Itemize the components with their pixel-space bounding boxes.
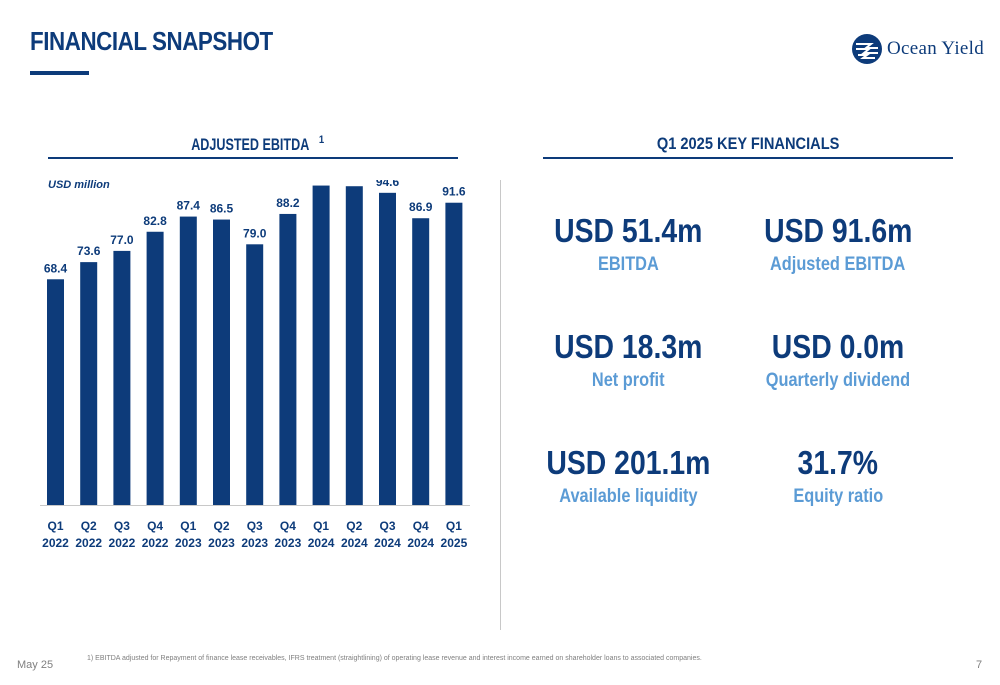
x-tick-label: Q2	[346, 519, 362, 533]
company-logo: Ocean Yield	[851, 33, 984, 65]
chart-section-rule	[48, 157, 458, 159]
kpi-label: Available liquidity	[558, 486, 698, 507]
bar	[146, 231, 164, 505]
kpi-value: USD 91.6m	[763, 212, 913, 249]
kpi-label: Net profit	[591, 370, 665, 391]
data-label: 73.6	[77, 244, 101, 258]
bar	[312, 185, 330, 505]
x-tick-label: Q4	[147, 519, 163, 533]
x-tick-label: 2022	[42, 536, 69, 550]
x-tick-label: 2023	[275, 536, 302, 550]
kpi-label: Quarterly dividend	[765, 370, 911, 391]
bar	[47, 279, 64, 505]
kpi-adjusted-ebitda: USD 91.6m Adjusted EBITDA	[718, 212, 958, 276]
data-label: 96.6	[343, 180, 367, 182]
bar	[246, 244, 264, 506]
data-label: 91.6	[442, 185, 466, 199]
chart-unit-label: USD million	[48, 179, 110, 191]
kpi-value: 31.7%	[797, 444, 879, 481]
kpi-label: EBITDA	[597, 254, 659, 275]
x-tick-label: 2024	[308, 536, 335, 550]
kpi-quarterly-dividend: USD 0.0m Quarterly dividend	[718, 328, 958, 392]
x-tick-label: Q3	[114, 519, 130, 533]
x-tick-label: 2024	[341, 536, 368, 550]
footnote: 1) EBITDA adjusted for Repayment of fina…	[87, 655, 702, 662]
page-number: 7	[976, 659, 983, 671]
bar	[412, 218, 430, 506]
kpi-equity-ratio: 31.7% Equity ratio	[718, 444, 958, 508]
data-label: 82.8	[143, 214, 167, 228]
x-tick-label: Q2	[81, 519, 97, 533]
x-tick-label: 2023	[175, 536, 202, 550]
footnote-marker: 1	[319, 134, 325, 146]
x-tick-label: Q2	[213, 519, 229, 533]
data-label: 77.0	[110, 233, 134, 247]
kpi-section-rule	[543, 157, 953, 159]
kpi-available-liquidity: USD 201.1m Available liquidity	[508, 444, 748, 508]
kpi-value: USD 201.1m	[545, 444, 711, 481]
kpi-section-title: Q1 2025 KEY FINANCIALS	[543, 134, 953, 154]
data-label: 86.5	[210, 202, 234, 216]
chart-title: ADJUSTED EBITDA	[191, 134, 310, 154]
kpi-title: Q1 2025 KEY FINANCIALS	[656, 134, 840, 153]
x-tick-label: 2022	[75, 536, 102, 550]
data-label: 88.2	[276, 196, 300, 210]
x-tick-label: Q1	[313, 519, 329, 533]
kpi-net-profit: USD 18.3m Net profit	[508, 328, 748, 392]
x-tick-label: Q1	[180, 519, 196, 533]
kpi-label: Adjusted EBITDA	[770, 254, 906, 275]
footer-date: May 25	[17, 659, 54, 671]
bar	[113, 250, 131, 505]
kpi-ebitda: USD 51.4m EBITDA	[508, 212, 748, 276]
kpi-value: USD 0.0m	[771, 328, 905, 365]
x-tick-label: Q3	[379, 519, 395, 533]
kpi-label: Equity ratio	[793, 486, 883, 507]
page-title: FINANCIAL SNAPSHOT	[30, 26, 273, 56]
x-tick-label: 2025	[441, 536, 468, 550]
bar	[379, 192, 396, 505]
bar	[213, 219, 230, 506]
x-tick-label: Q4	[280, 519, 296, 533]
vertical-divider	[500, 180, 501, 630]
bar	[445, 202, 463, 505]
x-tick-label: 2023	[241, 536, 268, 550]
x-tick-label: Q4	[413, 519, 429, 533]
x-tick-label: Q3	[247, 519, 263, 533]
bar	[179, 216, 197, 505]
chart-section-title: ADJUSTED EBITDA 1	[48, 134, 458, 154]
x-tick-label: 2022	[142, 536, 169, 550]
x-tick-label: Q1	[446, 519, 462, 533]
logo-wordmark: Ocean Yield	[887, 38, 985, 59]
kpi-value: USD 51.4m	[553, 212, 703, 249]
data-label: 87.4	[177, 199, 201, 213]
data-label: 96.8	[309, 180, 333, 182]
x-tick-label: 2023	[208, 536, 235, 550]
x-tick-label: 2022	[109, 536, 136, 550]
ebitda-bar-chart: 68.4 Q1 2022 73.6 Q2 2022 77.0 Q3 2022 82.8 Q4 2022…	[40, 180, 470, 550]
data-label: 79.0	[243, 226, 267, 240]
data-label: 68.4	[44, 261, 68, 275]
bar	[345, 186, 363, 505]
data-label: 94.6	[376, 180, 400, 189]
bar	[279, 213, 297, 505]
x-tick-label: Q1	[47, 519, 63, 533]
x-tick-label: 2024	[374, 536, 401, 550]
title-underline	[30, 71, 89, 75]
data-label: 86.9	[409, 200, 433, 214]
x-tick-label: 2024	[407, 536, 434, 550]
wave-logo-icon	[852, 34, 882, 64]
kpi-value: USD 18.3m	[553, 328, 703, 365]
bar	[80, 262, 98, 505]
